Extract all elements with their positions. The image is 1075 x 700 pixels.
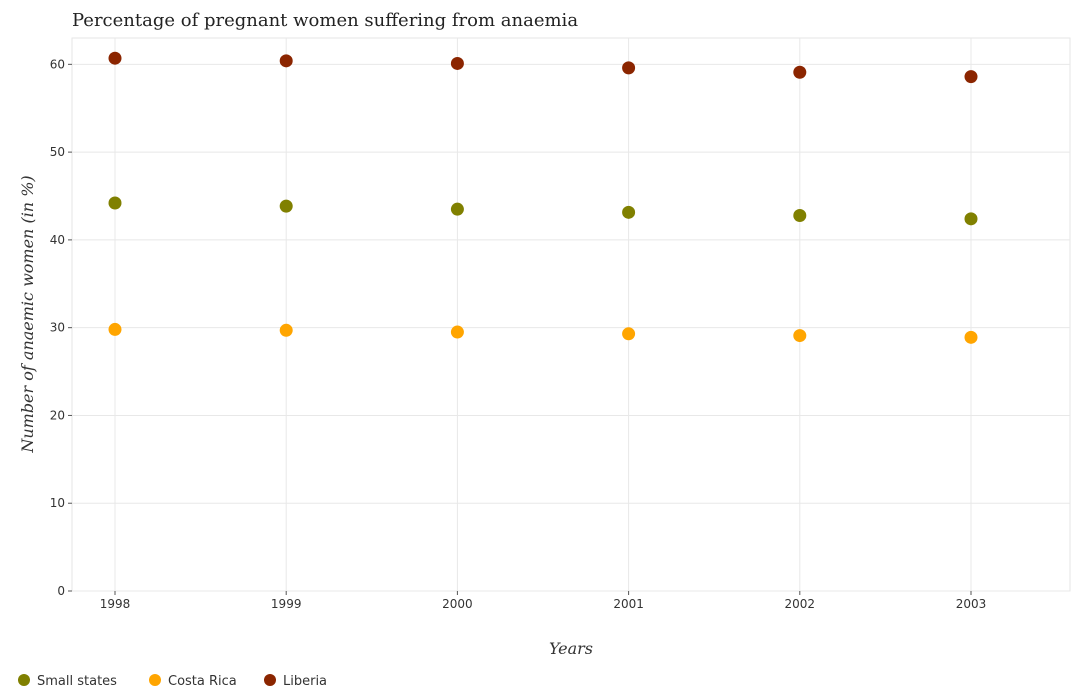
x-tick-label: 1998 xyxy=(100,597,131,611)
grid xyxy=(72,38,1070,592)
legend: Small states Costa Rica Liberia xyxy=(18,674,327,689)
point-costa-rica-1998 xyxy=(108,322,122,336)
data-points xyxy=(108,51,978,344)
plot-area xyxy=(71,37,1071,592)
y-axis-ticks: 0 10 20 30 40 50 60 xyxy=(50,57,72,598)
legend-label-costa-rica: Costa Rica xyxy=(168,674,237,689)
x-axis-label: Years xyxy=(549,639,593,658)
point-costa-rica-2003 xyxy=(964,330,978,344)
point-small-states-2002 xyxy=(793,208,807,222)
y-tick-label: 10 xyxy=(50,496,65,510)
y-tick-label: 60 xyxy=(50,57,65,71)
point-small-states-2001 xyxy=(622,205,636,219)
legend-marker-liberia xyxy=(264,674,276,686)
point-liberia-2000 xyxy=(450,56,464,70)
point-costa-rica-2000 xyxy=(450,325,464,339)
point-small-states-2003 xyxy=(964,212,978,226)
x-tick-label: 2001 xyxy=(613,597,644,611)
x-tick-label: 2000 xyxy=(442,597,473,611)
point-liberia-2003 xyxy=(964,70,978,84)
point-liberia-1999 xyxy=(279,54,293,68)
point-costa-rica-2001 xyxy=(622,327,636,341)
x-tick-label: 2003 xyxy=(956,597,987,611)
y-tick-label: 50 xyxy=(50,145,65,159)
y-tick-label: 30 xyxy=(50,321,65,335)
legend-marker-small-states xyxy=(18,674,30,686)
legend-label-small-states: Small states xyxy=(37,674,117,689)
x-tick-label: 2002 xyxy=(785,597,816,611)
y-tick-label: 40 xyxy=(50,233,65,247)
point-liberia-2001 xyxy=(622,61,636,75)
point-costa-rica-2002 xyxy=(793,329,807,343)
legend-label-liberia: Liberia xyxy=(283,674,327,689)
point-small-states-2000 xyxy=(450,202,464,216)
y-tick-label: 0 xyxy=(57,584,65,598)
x-tick-label: 1999 xyxy=(271,597,302,611)
point-liberia-2002 xyxy=(793,65,807,79)
legend-marker-costa-rica xyxy=(149,674,161,686)
x-axis-ticks: 1998 1999 2000 2001 2002 2003 xyxy=(100,591,987,611)
chart-title: Percentage of pregnant women suffering f… xyxy=(72,10,578,31)
y-axis-label: Number of anaemic women (in %) xyxy=(18,175,37,453)
point-small-states-1999 xyxy=(279,199,293,213)
point-liberia-1998 xyxy=(108,51,122,65)
point-costa-rica-1999 xyxy=(279,323,293,337)
point-small-states-1998 xyxy=(108,196,122,210)
y-tick-label: 20 xyxy=(50,408,65,422)
